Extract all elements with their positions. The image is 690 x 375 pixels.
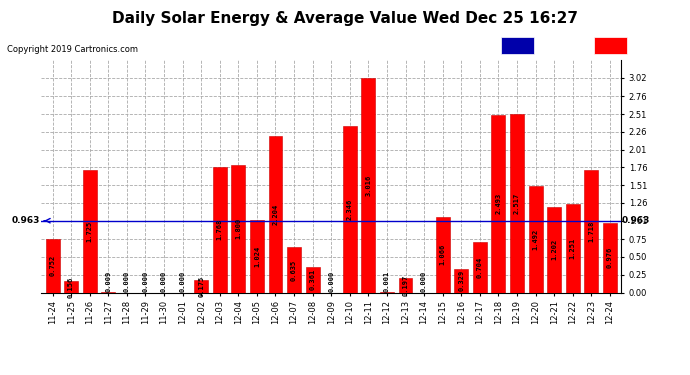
Bar bbox=[435, 217, 450, 292]
Text: 0.704: 0.704 bbox=[477, 257, 483, 278]
Bar bbox=[268, 136, 282, 292]
Bar bbox=[213, 167, 227, 292]
Bar bbox=[547, 207, 561, 292]
Bar bbox=[491, 115, 505, 292]
Bar bbox=[593, 38, 627, 54]
Text: 0.000: 0.000 bbox=[421, 270, 427, 292]
Text: 0.000: 0.000 bbox=[124, 270, 130, 292]
Bar bbox=[473, 243, 486, 292]
Text: 0.976: 0.976 bbox=[607, 247, 613, 268]
Text: 0.963: 0.963 bbox=[622, 216, 650, 225]
Text: 0.000: 0.000 bbox=[179, 270, 186, 292]
Bar bbox=[194, 280, 208, 292]
Bar bbox=[454, 269, 469, 292]
Text: 1.066: 1.066 bbox=[440, 244, 446, 265]
Bar bbox=[529, 186, 542, 292]
Text: 0.752: 0.752 bbox=[50, 255, 56, 276]
Text: 0.001: 0.001 bbox=[384, 270, 390, 292]
Bar bbox=[510, 114, 524, 292]
Text: 2.517: 2.517 bbox=[514, 192, 520, 214]
Text: Average  ($): Average ($) bbox=[538, 42, 585, 51]
Text: 1.800: 1.800 bbox=[235, 218, 242, 239]
Text: 1.718: 1.718 bbox=[589, 221, 594, 242]
Text: Copyright 2019 Cartronics.com: Copyright 2019 Cartronics.com bbox=[7, 45, 138, 54]
Bar bbox=[584, 170, 598, 292]
Bar bbox=[231, 165, 245, 292]
Text: 0.000: 0.000 bbox=[161, 270, 167, 292]
Text: Daily Solar Energy & Average Value Wed Dec 25 16:27: Daily Solar Energy & Average Value Wed D… bbox=[112, 11, 578, 26]
Text: 0.635: 0.635 bbox=[291, 259, 297, 280]
Bar bbox=[566, 204, 580, 292]
Text: 1.251: 1.251 bbox=[570, 237, 575, 259]
Bar bbox=[287, 248, 301, 292]
Bar bbox=[500, 38, 534, 54]
Text: 0.175: 0.175 bbox=[198, 276, 204, 297]
Text: 0.000: 0.000 bbox=[328, 270, 334, 292]
Text: Daily   ($): Daily ($) bbox=[631, 42, 669, 51]
Bar bbox=[343, 126, 357, 292]
Text: 1.725: 1.725 bbox=[87, 220, 92, 242]
Text: 1.768: 1.768 bbox=[217, 219, 223, 240]
Bar bbox=[306, 267, 319, 292]
Bar bbox=[250, 220, 264, 292]
Text: 0.156: 0.156 bbox=[68, 276, 74, 298]
Text: 1.024: 1.024 bbox=[254, 246, 260, 267]
Bar bbox=[399, 279, 413, 292]
Text: 0.361: 0.361 bbox=[310, 269, 315, 290]
Text: 0.197: 0.197 bbox=[402, 275, 408, 296]
Text: 0.963: 0.963 bbox=[12, 216, 41, 225]
Text: 0.000: 0.000 bbox=[142, 270, 148, 292]
Text: 0.009: 0.009 bbox=[106, 270, 111, 292]
Bar bbox=[83, 170, 97, 292]
Text: 1.492: 1.492 bbox=[533, 229, 539, 250]
Text: 2.346: 2.346 bbox=[347, 198, 353, 220]
Bar bbox=[362, 78, 375, 292]
Text: 1.202: 1.202 bbox=[551, 239, 557, 260]
Text: 2.493: 2.493 bbox=[495, 193, 502, 214]
Bar bbox=[64, 281, 78, 292]
Text: 0.329: 0.329 bbox=[458, 270, 464, 291]
Text: 2.204: 2.204 bbox=[273, 204, 279, 225]
Text: 3.016: 3.016 bbox=[365, 175, 371, 196]
Bar bbox=[603, 223, 617, 292]
Bar bbox=[46, 239, 59, 292]
